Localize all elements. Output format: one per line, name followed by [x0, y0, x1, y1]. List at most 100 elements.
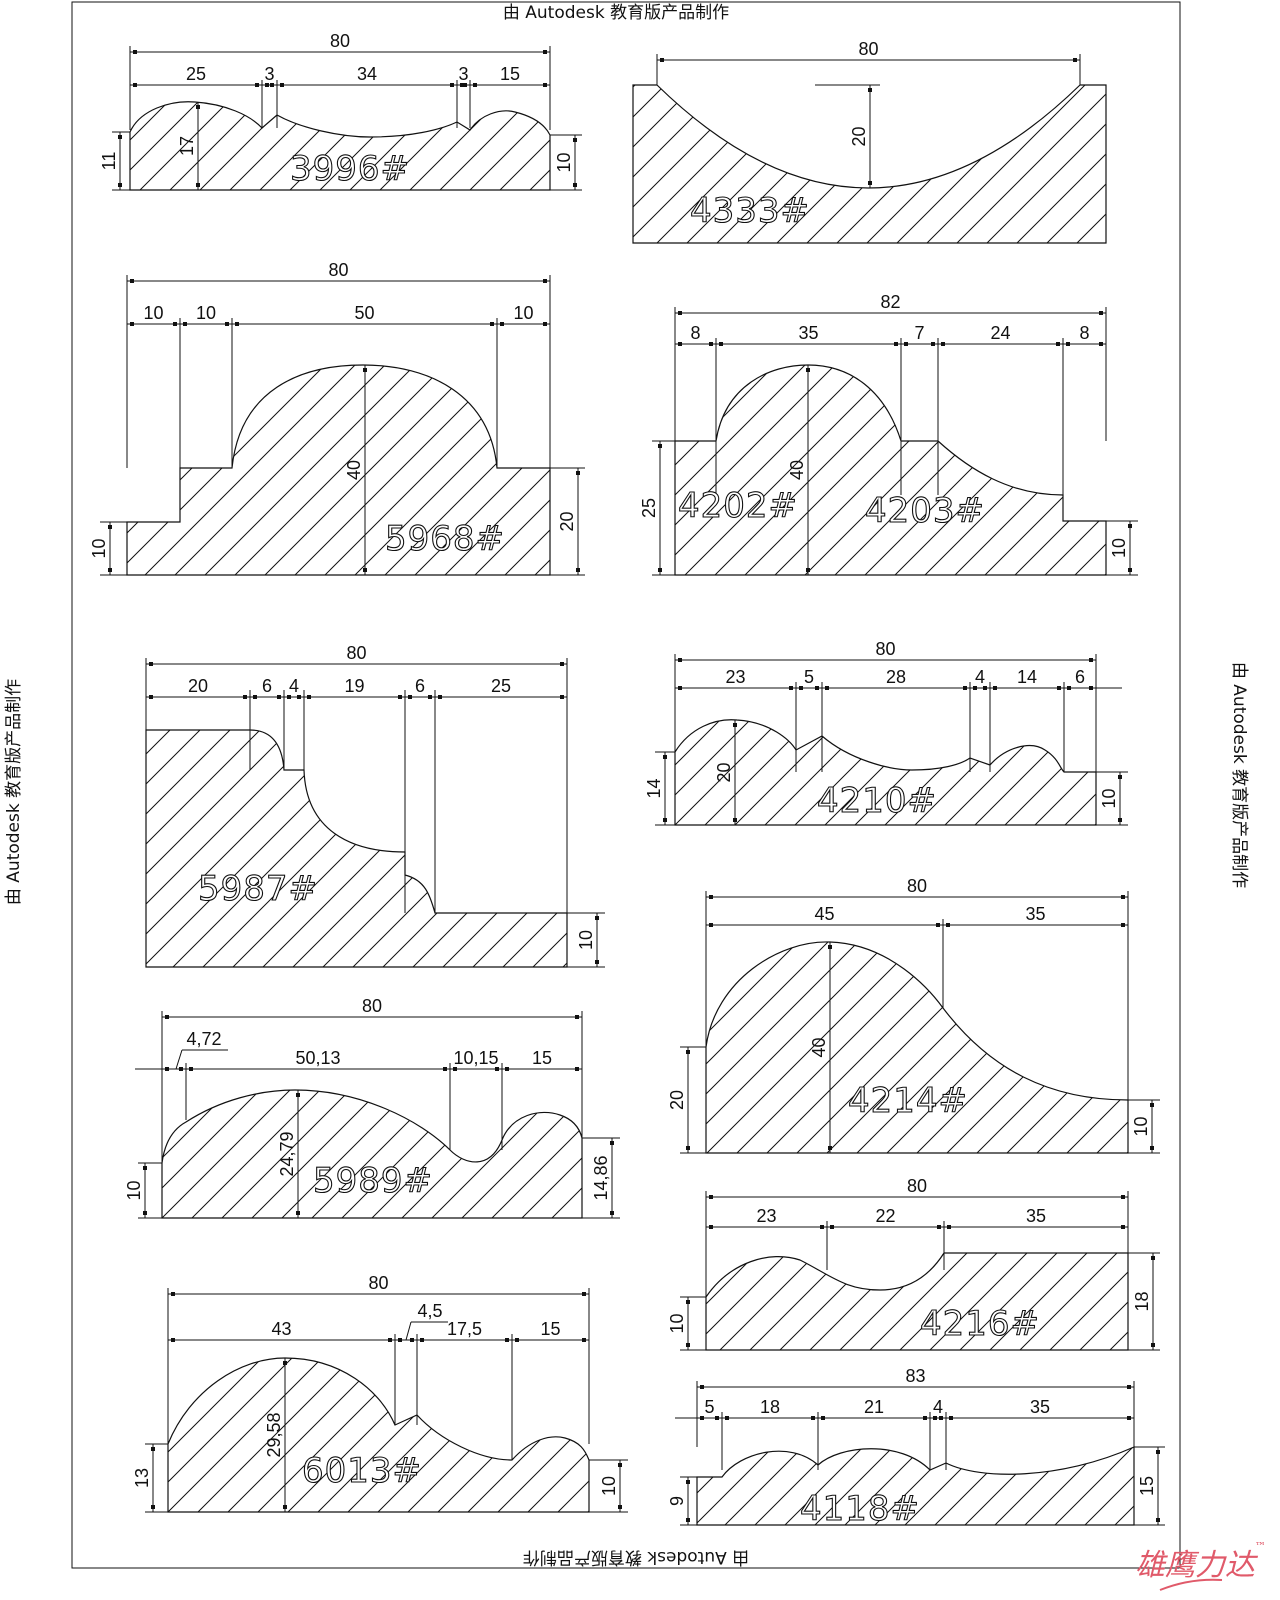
dimension-value: 80: [362, 996, 382, 1016]
dimension-arrow: [151, 1447, 155, 1451]
dimension-value: 24: [990, 323, 1010, 343]
dimension-arrow: [610, 1141, 614, 1145]
dimension-value: 9: [667, 1496, 687, 1506]
dimension-arrow: [700, 1416, 704, 1420]
dimension-value: 10,15: [453, 1048, 498, 1068]
profile-1: 80 20 4333#: [632, 39, 1107, 244]
logo-swash: [1159, 1578, 1223, 1591]
dimension-arrow: [398, 1338, 402, 1342]
dimension-arrow: [196, 183, 200, 187]
dimension-arrow: [658, 444, 662, 448]
dimension-arrow: [678, 686, 682, 690]
logo-text: 雄鹰力达: [1135, 1548, 1259, 1583]
dimension-value: 14: [644, 778, 664, 798]
dimension-arrow: [700, 1385, 704, 1389]
dimension-arrow: [490, 322, 494, 326]
dimension-arrow: [821, 1416, 825, 1420]
dimension-arrow: [725, 1416, 729, 1420]
profile-code: 5968#: [385, 519, 505, 559]
dimension-arrow: [618, 1505, 622, 1509]
dimension-arrow: [709, 342, 713, 346]
dimension-arrow: [595, 916, 599, 920]
dimension-arrow: [1156, 1518, 1160, 1522]
dimension-value: 23: [725, 667, 745, 687]
sheet-border: [71, 1, 1181, 1569]
dimension-value: 6: [262, 676, 272, 696]
dimension-arrow: [830, 1225, 834, 1229]
dimension-arrow: [149, 662, 153, 666]
dimension-arrow: [243, 695, 247, 699]
dimension-arrow: [473, 83, 477, 87]
dimension-arrow: [443, 1067, 447, 1071]
dimension-arrow: [815, 686, 819, 690]
dimension-arrow: [575, 1067, 579, 1071]
dimension-arrow: [287, 695, 291, 699]
dimension-arrow: [363, 368, 367, 372]
dimension-value: 10: [89, 538, 109, 558]
dimension-arrow: [165, 1067, 169, 1071]
dimension-arrow: [686, 1343, 690, 1347]
dimension-arrow: [1073, 58, 1077, 62]
dimension-arrow: [799, 686, 803, 690]
dimension-arrow: [143, 1166, 147, 1170]
dimension-arrow: [297, 695, 301, 699]
dimension-value: 3: [264, 64, 274, 84]
dimension-arrow: [686, 1146, 690, 1150]
dimension-arrow: [904, 342, 908, 346]
dimension-arrow: [171, 1292, 175, 1296]
dimension-arrow: [133, 83, 137, 87]
dimension-arrow: [460, 83, 464, 87]
dimension-value: 25: [491, 676, 511, 696]
profile-code: 4118#: [800, 1489, 920, 1529]
dimension-arrow: [709, 1195, 713, 1199]
extension-line: [405, 1321, 412, 1341]
dimension-value: 11: [99, 152, 119, 171]
profile-code: 4333#: [690, 191, 810, 231]
profile-section: [161, 1089, 583, 1219]
dimension-arrow: [1151, 1343, 1155, 1347]
dimension-arrow: [173, 322, 177, 326]
dimension-arrow: [1089, 658, 1093, 662]
dimension-arrow: [1067, 686, 1071, 690]
dimension-arrow: [296, 1211, 300, 1215]
logo-tm: ™: [1255, 1540, 1266, 1553]
dimension-arrow: [1118, 775, 1122, 779]
profile-section: [696, 1446, 1135, 1526]
dimension-arrow: [828, 945, 832, 949]
dimension-arrow: [939, 1416, 943, 1420]
dimension-value: 25: [186, 64, 206, 84]
profile-section: [674, 719, 1097, 826]
dimension-value: 19: [344, 676, 364, 696]
dimension-arrow: [811, 1416, 815, 1420]
profile-8: 80 23 22 35 10 18 4216#: [667, 1176, 1160, 1351]
dimension-arrow: [463, 83, 467, 87]
dimension-value: 10: [1131, 1116, 1151, 1136]
dimension-arrow: [663, 755, 667, 759]
dimension-value: 20: [849, 126, 869, 146]
dimension-arrow: [179, 1067, 183, 1071]
watermark-right: 由 Autodesk 教育版产品制作: [1229, 662, 1249, 888]
dimension-arrow: [894, 342, 898, 346]
profile-code: 3996#: [290, 149, 410, 189]
dimension-arrow: [388, 1338, 392, 1342]
dimension-value: 15: [500, 64, 520, 84]
profile-code: 5989#: [313, 1161, 433, 1201]
dimension-arrow: [165, 1015, 169, 1019]
dimension-arrow: [719, 342, 723, 346]
dimension-arrow: [500, 322, 504, 326]
dimension-arrow: [505, 1338, 509, 1342]
dimension-value: 24,79: [277, 1131, 297, 1176]
dimension-arrow: [283, 1505, 287, 1509]
dimension-arrow: [660, 58, 664, 62]
dimension-arrow: [686, 1480, 690, 1484]
dimension-arrow: [1128, 524, 1132, 528]
dimension-value: 45: [814, 904, 834, 924]
dimension-value: 20: [557, 511, 577, 531]
dimension-arrow: [947, 1225, 951, 1229]
dimension-arrow: [1121, 1195, 1125, 1199]
dimension-arrow: [941, 342, 945, 346]
dimension-value: 80: [330, 31, 350, 51]
dimension-value: 10: [1099, 788, 1119, 808]
dimension-arrow: [265, 83, 269, 87]
